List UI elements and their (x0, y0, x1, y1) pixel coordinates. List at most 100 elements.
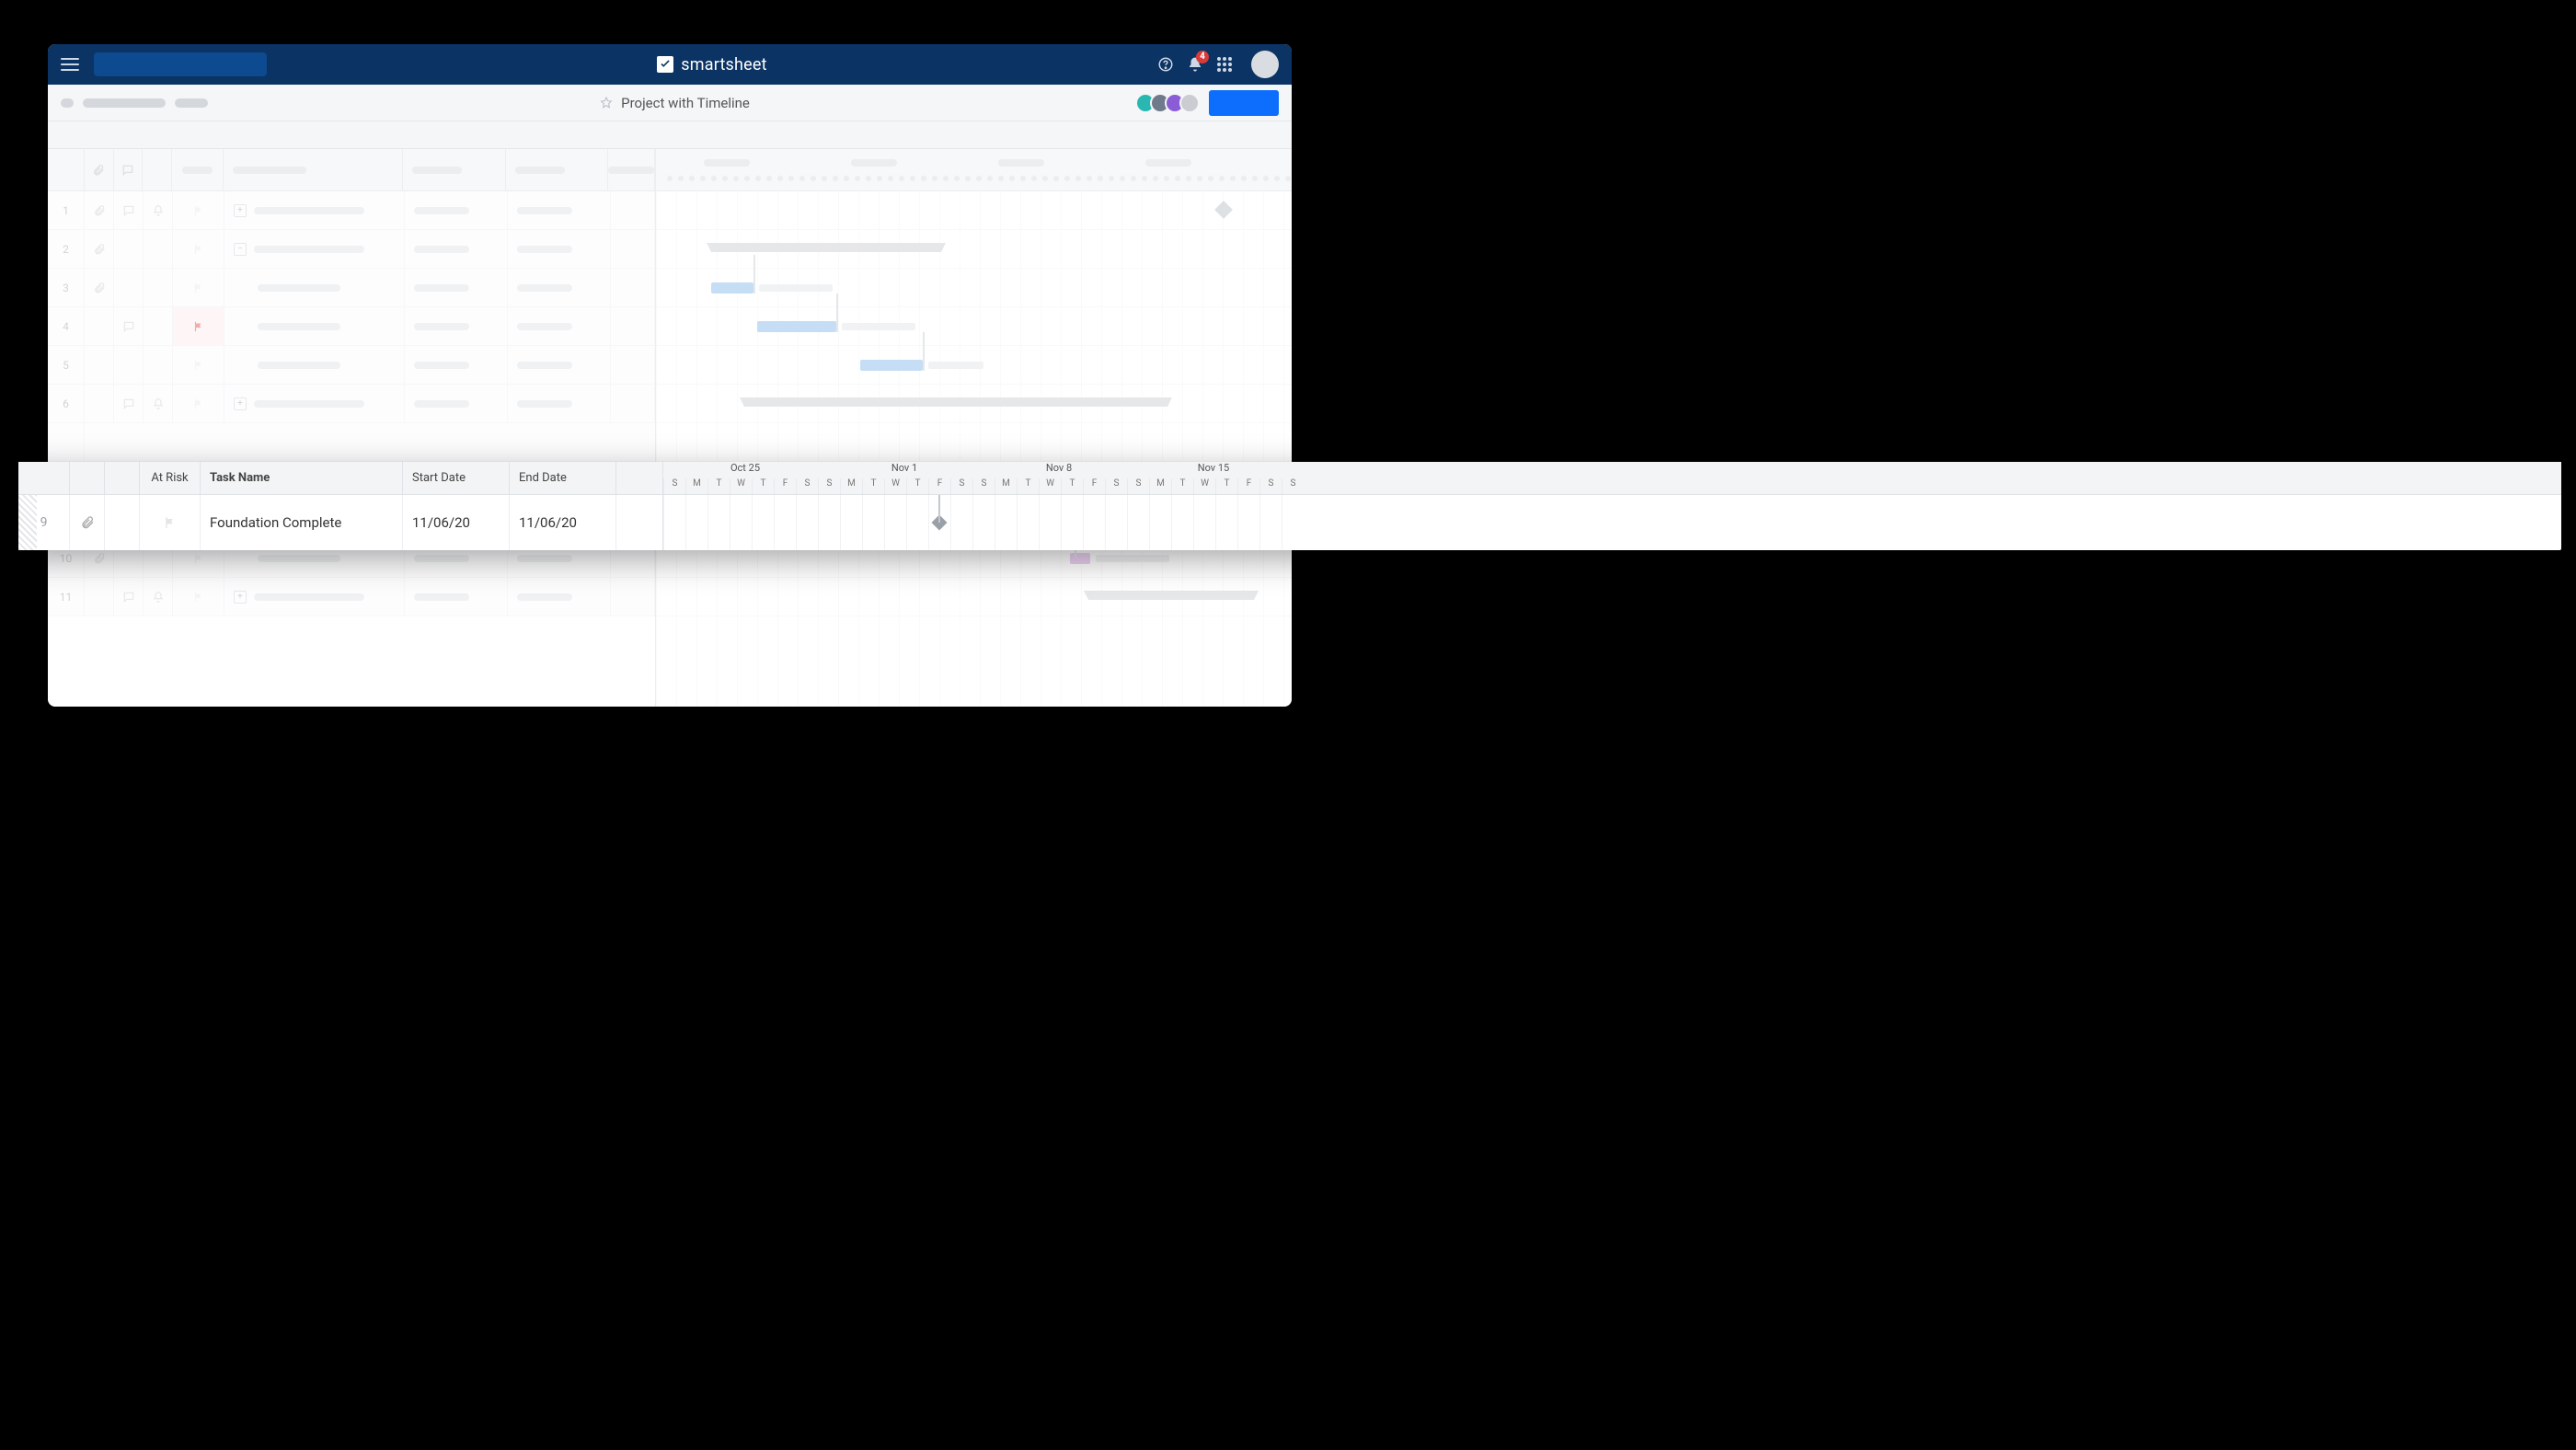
timeline-day-label: T (707, 478, 730, 495)
timeline-day-label: S (663, 478, 685, 495)
task-cell[interactable]: + (224, 385, 405, 422)
app-window: smartsheet 4 Project with Timeline (48, 44, 1292, 707)
toolbar-strip (48, 121, 1292, 149)
col-comments-icon[interactable] (114, 149, 144, 190)
gantt-summary-bar[interactable] (711, 243, 941, 252)
brand-text: smartsheet (681, 55, 766, 75)
attachment-icon[interactable] (85, 385, 114, 422)
gantt-header (656, 149, 1292, 191)
table-row[interactable]: 11+ (48, 578, 655, 616)
gantt-task-bar[interactable] (711, 282, 753, 293)
gantt-task-bar[interactable] (860, 360, 923, 371)
row-flag-icon[interactable] (140, 495, 201, 550)
task-cell[interactable]: + (224, 191, 405, 229)
user-avatar[interactable] (1251, 51, 1279, 78)
favorite-star-icon[interactable] (599, 96, 614, 110)
attachment-icon[interactable] (85, 307, 114, 345)
table-row[interactable]: 6+ (48, 385, 655, 423)
flag-icon[interactable] (173, 230, 224, 268)
flag-icon[interactable] (173, 307, 224, 345)
attachment-icon[interactable] (85, 578, 114, 616)
comment-icon[interactable] (114, 230, 144, 268)
apps-icon[interactable] (1216, 56, 1233, 73)
table-row[interactable]: 2− (48, 230, 655, 269)
search-input[interactable] (94, 52, 267, 76)
timeline-day-label: M (995, 478, 1017, 495)
flag-icon[interactable] (173, 578, 224, 616)
gantt-lane (656, 191, 1292, 230)
gantt-summary-bar[interactable] (744, 397, 1167, 407)
reminder-icon[interactable] (144, 269, 173, 306)
row-attachment-icon[interactable] (70, 495, 105, 550)
document-bar: Project with Timeline (48, 85, 1292, 121)
task-cell[interactable] (224, 269, 405, 306)
timeline-day-label: S (950, 478, 972, 495)
task-cell[interactable] (224, 346, 405, 384)
task-cell[interactable]: − (224, 230, 405, 268)
flag-icon[interactable] (173, 346, 224, 384)
comment-icon[interactable] (114, 578, 144, 616)
task-cell[interactable] (224, 307, 405, 345)
gantt-lane (656, 269, 1292, 307)
comment-icon[interactable] (114, 307, 144, 345)
reminder-icon[interactable] (144, 578, 173, 616)
sheet-area: 1+2−3456+91011+ (48, 149, 1292, 707)
cell-startdate[interactable]: 11/06/20 (403, 495, 510, 550)
timeline-day-label: T (1061, 478, 1083, 495)
gantt-lane (656, 346, 1292, 385)
attachment-icon[interactable] (85, 346, 114, 384)
flag-icon[interactable] (173, 385, 224, 422)
reminder-icon[interactable] (144, 191, 173, 229)
timeline-day-label: S (1259, 478, 1282, 495)
reminder-icon[interactable] (144, 230, 173, 268)
timeline-day-label: T (1215, 478, 1237, 495)
gantt-task-bar[interactable] (1070, 553, 1090, 564)
gantt-lane (656, 307, 1292, 346)
attachment-icon[interactable] (85, 269, 114, 306)
help-icon[interactable] (1157, 56, 1174, 73)
comment-icon[interactable] (114, 346, 144, 384)
comment-icon[interactable] (114, 385, 144, 422)
flag-icon[interactable] (173, 269, 224, 306)
cell-taskname[interactable]: Foundation Complete (201, 495, 403, 550)
timeline-day-label: S (796, 478, 818, 495)
task-cell[interactable]: + (224, 578, 405, 616)
brand: smartsheet (267, 55, 1157, 75)
timeline-day-label: F (774, 478, 796, 495)
document-title: Project with Timeline (621, 95, 750, 111)
focus-gantt-lane (663, 495, 2561, 550)
attachment-icon[interactable] (85, 230, 114, 268)
table-row[interactable] (48, 423, 655, 462)
gantt-placeholder-bar (842, 323, 915, 330)
timeline-day-label: M (685, 478, 707, 495)
timeline-day-label: T (906, 478, 928, 495)
presence-avatars[interactable] (1141, 93, 1200, 113)
col-attachments-icon[interactable] (85, 149, 114, 190)
menu-icon[interactable] (61, 58, 79, 71)
table-row[interactable]: 3 (48, 269, 655, 307)
table-row[interactable]: 4 (48, 307, 655, 346)
timeline-day-label: W (884, 478, 906, 495)
reminder-icon[interactable] (144, 307, 173, 345)
top-navbar: smartsheet 4 (48, 44, 1292, 85)
comment-icon[interactable] (114, 269, 144, 306)
table-row[interactable]: 1+ (48, 191, 655, 230)
comment-icon[interactable] (114, 191, 144, 229)
timeline-day-label: F (928, 478, 950, 495)
gantt-lane (656, 578, 1292, 616)
gantt-milestone-icon[interactable] (1214, 201, 1233, 219)
table-row[interactable]: 5 (48, 346, 655, 385)
gantt-placeholder-bar (1096, 555, 1169, 562)
reminder-icon[interactable] (144, 346, 173, 384)
attachment-icon[interactable] (85, 191, 114, 229)
share-button[interactable] (1209, 90, 1279, 116)
timeline-day-label: T (752, 478, 774, 495)
cell-enddate[interactable]: 11/06/20 (510, 495, 616, 550)
gantt-task-bar[interactable] (757, 321, 836, 332)
gantt-summary-bar[interactable] (1088, 591, 1254, 600)
notifications-icon[interactable]: 4 (1187, 56, 1203, 73)
reminder-icon[interactable] (144, 385, 173, 422)
grid-header (48, 149, 655, 191)
flag-icon[interactable] (173, 191, 224, 229)
gantt-lane (656, 230, 1292, 269)
